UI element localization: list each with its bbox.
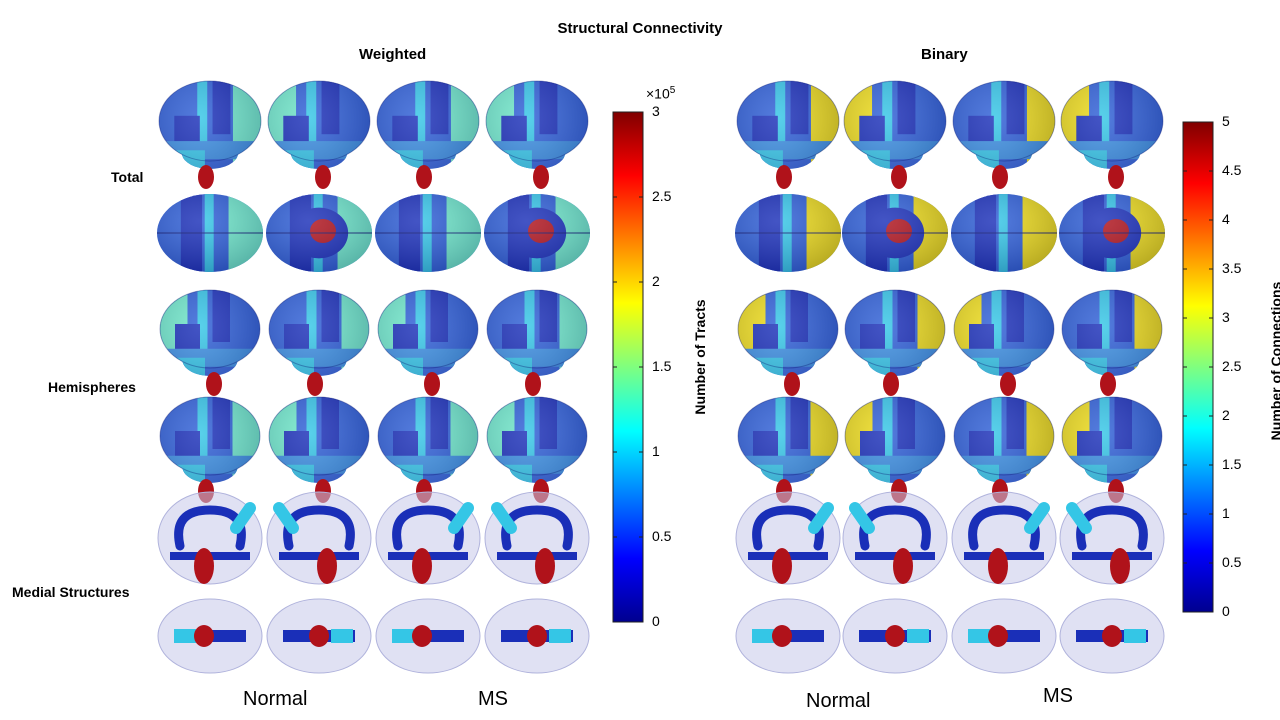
brain-weighted-medial-top-4 [484,598,590,674]
brain-weighted-total-lateral-2 [267,80,371,189]
brain-binary-medial-top-3 [951,598,1057,674]
brain-binary-total-top-3 [951,194,1057,272]
colorbar-weighted [612,111,644,623]
colorbar-weighted-tick: 3 [652,103,660,119]
colorbar-binary-tick: 3 [1222,309,1230,325]
brain-binary-medial-top-4 [1059,598,1165,674]
brain-binary-hemi-b-3 [953,396,1055,503]
brain-weighted-total-lateral-1 [158,80,262,189]
colorbar-weighted-exponent: ×105 [646,85,675,102]
brain-weighted-total-lateral-3 [376,80,480,189]
colorbar-binary-tick: 4 [1222,211,1230,227]
brain-weighted-hemi-a-1 [159,289,261,396]
group-label-normal-right: Normal [806,690,871,712]
colorbar-weighted-tick: 1.5 [652,358,672,374]
colorbar-binary-tick: 0.5 [1222,554,1242,570]
brain-binary-hemi-a-3 [953,289,1055,396]
group-label-ms-left: MS [478,688,508,710]
colorbar-binary-tick: 5 [1222,113,1230,129]
colorbar-weighted-label: Number of Tracts [692,299,708,415]
colorbar-weighted-tick: 2.5 [652,188,672,204]
brain-binary-medial-top-1 [735,598,841,674]
colorbar-binary-tick: 1.5 [1222,456,1242,472]
figure-title: Structural Connectivity [557,20,723,37]
brain-weighted-medial-side-3 [375,491,481,585]
group-label-normal-left: Normal [243,688,308,710]
brain-binary-total-lateral-2 [843,80,947,189]
brain-weighted-medial-side-1 [157,491,263,585]
colorbar-weighted-tick: 0 [652,613,660,629]
row-label-medial-structures: Medial Structures [12,584,130,600]
row-label-hemispheres: Hemispheres [48,379,136,395]
brain-binary-total-top-4 [1059,194,1165,272]
brain-weighted-total-top-2 [266,194,372,272]
brain-binary-total-lateral-1 [736,80,840,189]
brain-weighted-medial-top-3 [375,598,481,674]
colorbar-binary-tick: 1 [1222,505,1230,521]
brain-weighted-hemi-b-1 [159,396,261,503]
brain-binary-hemi-b-4 [1061,396,1163,503]
colorbar-weighted-tick: 1 [652,443,660,459]
brain-weighted-hemi-b-3 [377,396,479,503]
brain-weighted-total-top-4 [484,194,590,272]
brain-binary-hemi-a-4 [1061,289,1163,396]
colorbar-binary-tick: 2 [1222,407,1230,423]
brain-weighted-total-lateral-4 [485,80,589,189]
group-label-ms-right: MS [1043,685,1073,707]
brain-binary-total-top-1 [735,194,841,272]
brain-binary-medial-side-1 [735,491,841,585]
brain-weighted-hemi-a-4 [486,289,588,396]
brain-weighted-total-top-1 [157,194,263,272]
brain-render-grid [157,80,1165,674]
row-label-total: Total [111,169,144,185]
brain-weighted-hemi-a-2 [268,289,370,396]
colorbar-binary-label: Number of Connections [1268,281,1280,441]
brain-binary-total-lateral-4 [1060,80,1164,189]
brain-weighted-hemi-b-2 [268,396,370,503]
brain-weighted-total-top-3 [375,194,481,272]
brain-weighted-medial-side-2 [266,491,372,585]
brain-binary-hemi-a-2 [844,289,946,396]
brain-weighted-hemi-a-3 [377,289,479,396]
colorbars [612,111,1214,623]
panel-title-binary: Binary [921,46,968,63]
brain-weighted-medial-side-4 [484,491,590,585]
colorbar-binary-tick: 4.5 [1222,162,1242,178]
exponent-base: ×10 [646,85,670,102]
colorbar-binary-tick: 3.5 [1222,260,1242,276]
brain-binary-medial-side-4 [1059,491,1165,585]
brain-weighted-hemi-b-4 [486,396,588,503]
brain-binary-hemi-a-1 [737,289,839,396]
brain-binary-total-top-2 [842,194,948,272]
exponent-power: 5 [669,85,676,96]
colorbar-binary-tick: 0 [1222,603,1230,619]
brain-binary-total-lateral-3 [952,80,1056,189]
brain-binary-hemi-b-2 [844,396,946,503]
brain-weighted-medial-top-2 [266,598,372,674]
colorbar-weighted-tick: 2 [652,273,660,289]
brain-binary-medial-top-2 [842,598,948,674]
brain-binary-medial-side-3 [951,491,1057,585]
panel-title-weighted: Weighted [359,46,427,63]
colorbar-weighted-tick: 0.5 [652,528,672,544]
brain-binary-medial-side-2 [842,491,948,585]
brain-binary-hemi-b-1 [737,396,839,503]
brain-weighted-medial-top-1 [157,598,263,674]
colorbar-binary-tick: 2.5 [1222,358,1242,374]
colorbar-binary [1182,121,1214,613]
